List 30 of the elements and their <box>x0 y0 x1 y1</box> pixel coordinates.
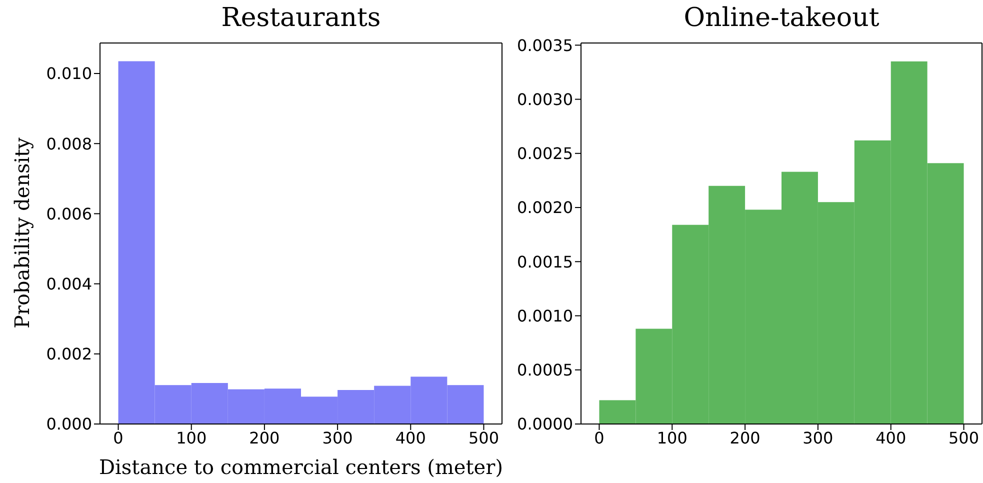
x-tick-label: 400 <box>876 428 906 448</box>
y-tick-label: 0.0035 <box>517 36 573 55</box>
y-tick-label: 0.008 <box>46 134 92 154</box>
x-axis-title: Distance to commercial centers (meter) <box>98 455 504 479</box>
x-tick-label: 400 <box>395 428 426 448</box>
y-tick-label: 0.000 <box>46 414 92 434</box>
x-tick-label: 100 <box>656 428 688 448</box>
x-tick-label: 0 <box>113 428 124 448</box>
y-tick-label: 0.0015 <box>517 252 573 272</box>
y-tick-label: 0.010 <box>46 64 92 84</box>
x-tick-label: 200 <box>730 428 760 448</box>
x-tick-label: 500 <box>948 428 980 448</box>
y-tick-label: 0.006 <box>46 204 92 224</box>
x-tick-label: 300 <box>802 428 834 448</box>
x-tick-label: 0 <box>594 428 604 448</box>
chart-title: Restaurants <box>221 3 381 34</box>
chart-title: Online-takeout <box>684 3 880 34</box>
x-tick-label: 300 <box>322 428 353 448</box>
y-tick-label: 0.0005 <box>517 360 573 380</box>
y-tick-label: 0.0010 <box>517 306 573 326</box>
x-tick-label: 500 <box>468 428 499 448</box>
y-tick-label: 0.0000 <box>517 414 573 434</box>
y-axis-title: Probability density <box>10 138 34 328</box>
y-tick-label: 0.0030 <box>517 90 573 109</box>
x-tick-label: 100 <box>176 428 207 448</box>
y-tick-label: 0.004 <box>46 274 92 294</box>
y-tick-label: 0.002 <box>46 344 92 364</box>
y-tick-label: 0.0025 <box>517 144 573 164</box>
x-tick-label: 200 <box>249 428 280 448</box>
y-tick-label: 0.0020 <box>517 198 573 218</box>
